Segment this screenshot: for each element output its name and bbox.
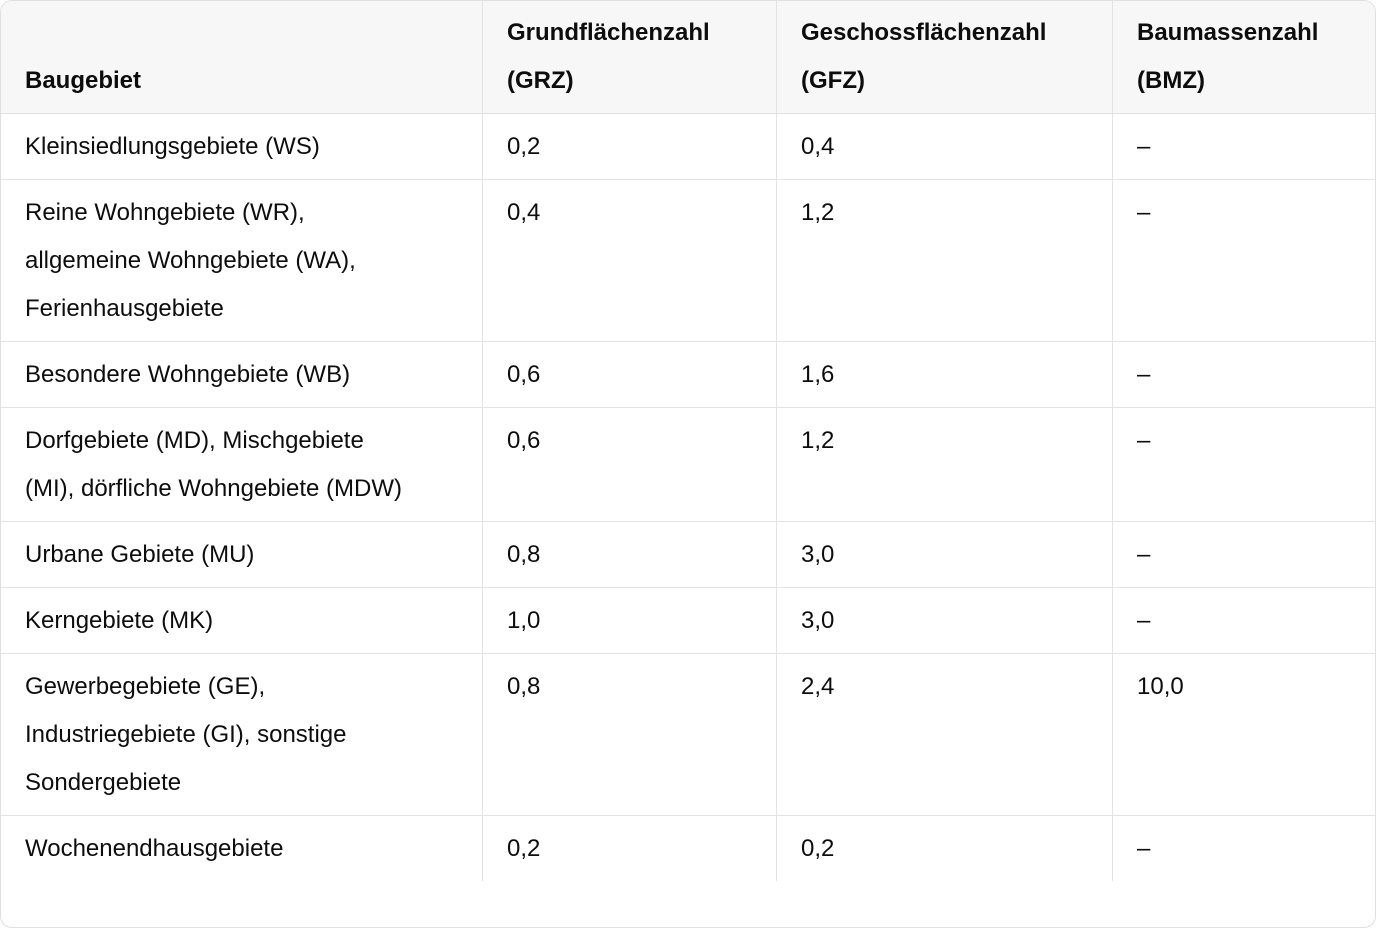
gfz-cell: 0,4 xyxy=(777,114,1113,180)
bmz-cell: – xyxy=(1113,180,1375,342)
table-row: Urbane Gebiete (MU) 0,8 3,0 – xyxy=(1,522,1375,588)
baugebiet-cell: Dorfgebiete (MD), Mischgebiete (MI), dör… xyxy=(1,408,483,522)
baugebiet-cell: Reine Wohngebiete (WR), allgemeine Wohng… xyxy=(1,180,483,342)
gfz-cell: 3,0 xyxy=(777,522,1113,588)
gfz-cell: 3,0 xyxy=(777,588,1113,654)
baugebiet-cell: Wochenendhausgebiete xyxy=(1,816,483,881)
bmz-cell: – xyxy=(1113,342,1375,408)
column-header-gfz: Geschossflächenzahl (GFZ) xyxy=(777,1,1113,114)
grz-cell: 0,6 xyxy=(483,408,777,522)
gfz-cell: 2,4 xyxy=(777,654,1113,816)
table-row: Dorfgebiete (MD), Mischgebiete (MI), dör… xyxy=(1,408,1375,522)
grz-cell: 1,0 xyxy=(483,588,777,654)
baunvo-zoning-table: Baugebiet Grundflächenzahl (GRZ) Geschos… xyxy=(1,1,1375,881)
bmz-cell: – xyxy=(1113,816,1375,881)
baugebiet-cell: Besondere Wohngebiete (WB) xyxy=(1,342,483,408)
gfz-cell: 1,2 xyxy=(777,180,1113,342)
baugebiet-cell: Urbane Gebiete (MU) xyxy=(1,522,483,588)
bmz-cell: – xyxy=(1113,408,1375,522)
column-header-bmz: Baumassenzahl (BMZ) xyxy=(1113,1,1375,114)
gfz-cell: 1,6 xyxy=(777,342,1113,408)
bmz-cell: – xyxy=(1113,114,1375,180)
grz-cell: 0,4 xyxy=(483,180,777,342)
table-row: Kerngebiete (MK) 1,0 3,0 – xyxy=(1,588,1375,654)
grz-cell: 0,2 xyxy=(483,114,777,180)
grz-cell: 0,2 xyxy=(483,816,777,881)
table-row: Gewerbegebiete (GE), Industriegebiete (G… xyxy=(1,654,1375,816)
gfz-cell: 0,2 xyxy=(777,816,1113,881)
column-header-baugebiet: Baugebiet xyxy=(1,1,483,114)
grz-cell: 0,8 xyxy=(483,654,777,816)
column-header-grz: Grundflächenzahl (GRZ) xyxy=(483,1,777,114)
baugebiet-cell: Kerngebiete (MK) xyxy=(1,588,483,654)
table-row: Reine Wohngebiete (WR), allgemeine Wohng… xyxy=(1,180,1375,342)
gfz-cell: 1,2 xyxy=(777,408,1113,522)
header-row: Baugebiet Grundflächenzahl (GRZ) Geschos… xyxy=(1,1,1375,114)
grz-cell: 0,8 xyxy=(483,522,777,588)
grz-cell: 0,6 xyxy=(483,342,777,408)
bmz-cell: – xyxy=(1113,588,1375,654)
baugebiet-cell: Gewerbegebiete (GE), Industriegebiete (G… xyxy=(1,654,483,816)
table-row: Besondere Wohngebiete (WB) 0,6 1,6 – xyxy=(1,342,1375,408)
baugebiet-cell: Kleinsiedlungsgebiete (WS) xyxy=(1,114,483,180)
table-row: Kleinsiedlungsgebiete (WS) 0,2 0,4 – xyxy=(1,114,1375,180)
table-row: Wochenendhausgebiete 0,2 0,2 – xyxy=(1,816,1375,881)
bmz-cell: – xyxy=(1113,522,1375,588)
bmz-cell: 10,0 xyxy=(1113,654,1375,816)
